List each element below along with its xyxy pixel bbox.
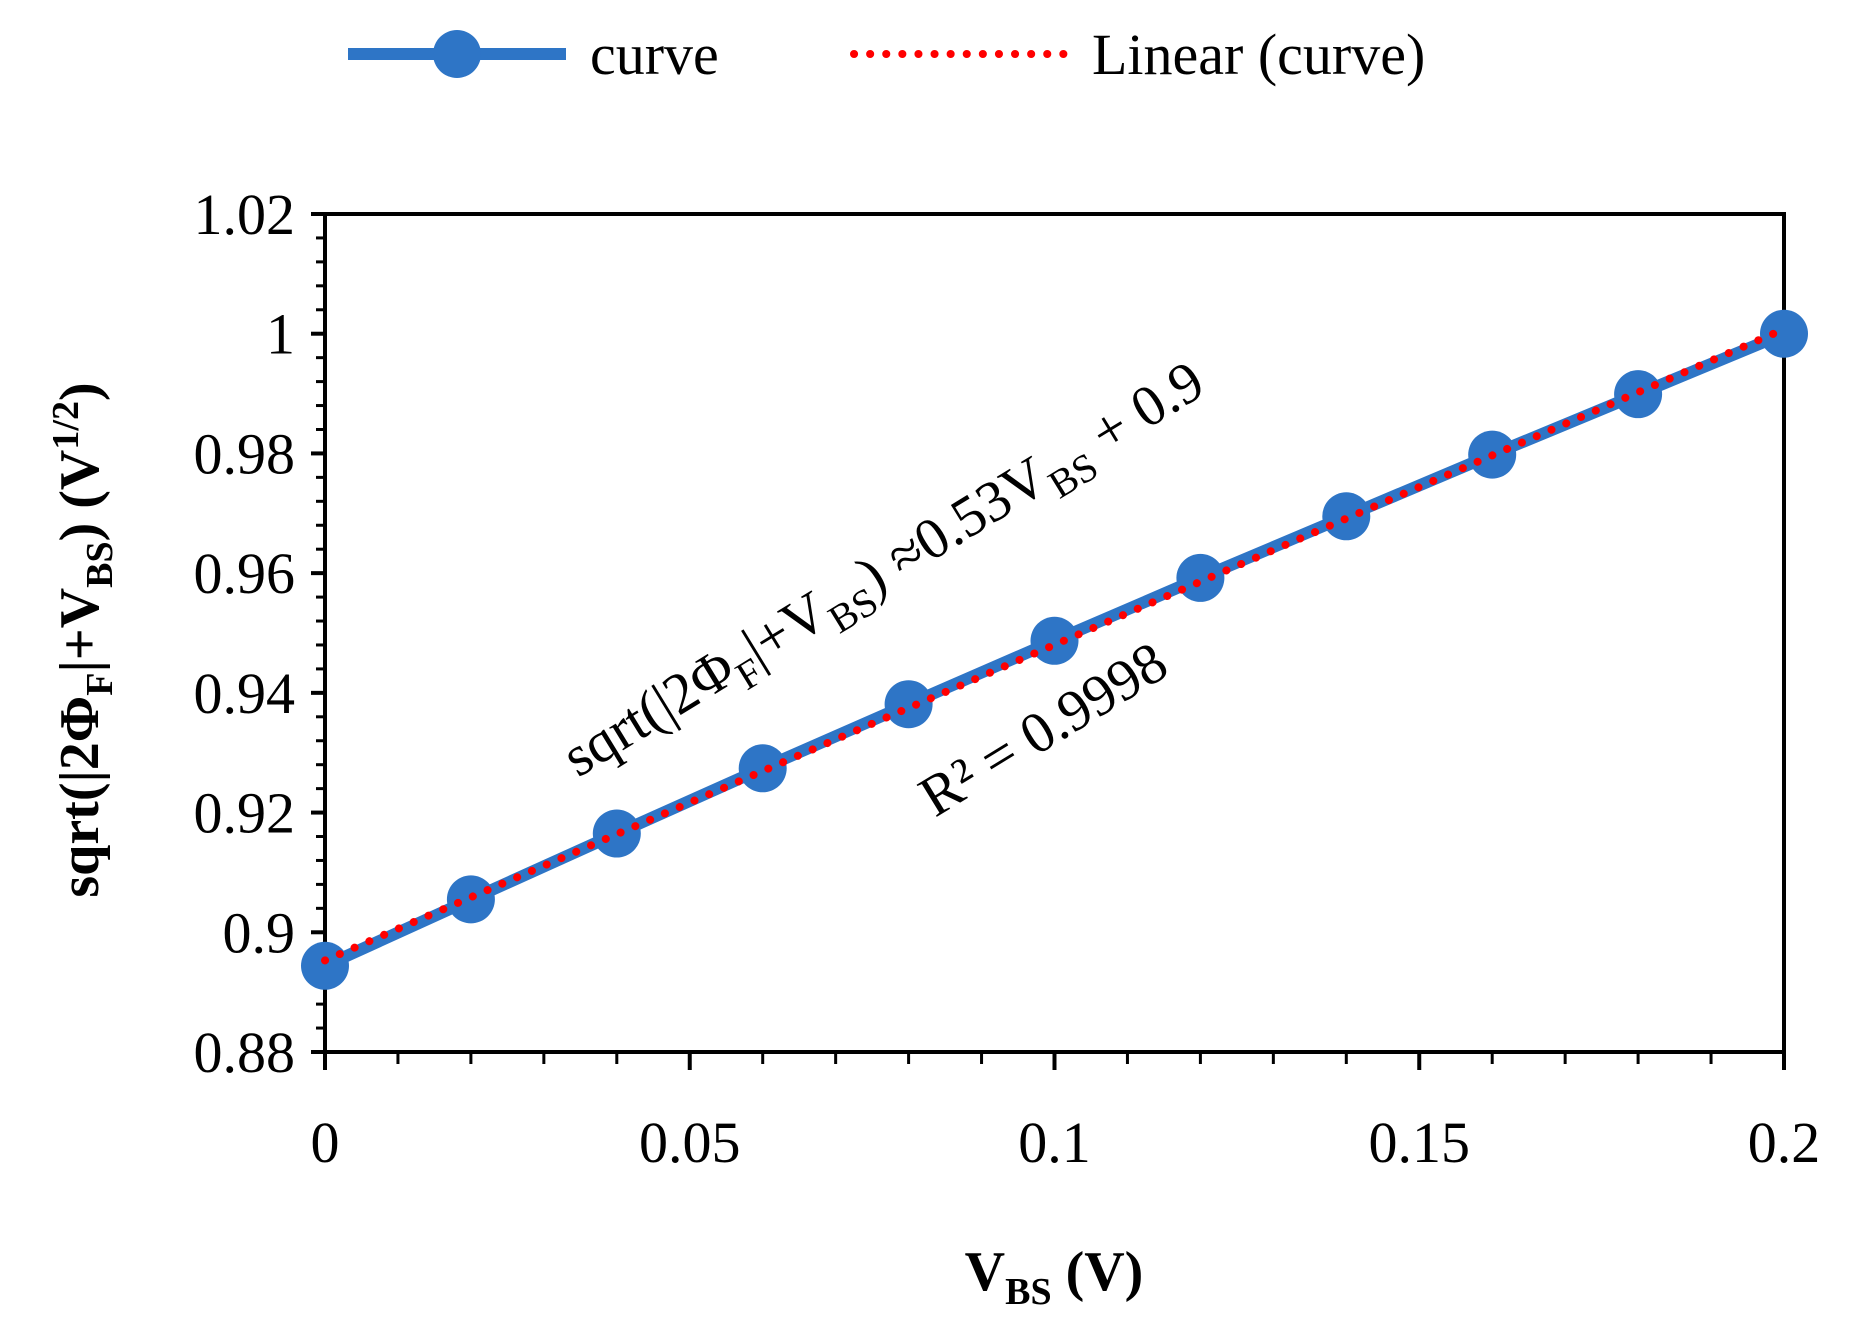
x-axis: 0 0.05 0.1 0.15 0.2 [311,1052,1821,1175]
data-point [1176,553,1225,602]
data-point [884,680,933,729]
y-tick-label: 1.02 [194,182,296,247]
y-tick-label: 0.88 [194,1020,296,1085]
y-tick-label: 0.92 [194,781,296,846]
y-axis: 0.88 0.9 0.92 0.94 0.96 0.98 1 1.02 [194,182,325,1085]
y-axis-title: sqrt(|2ΦF|+VBS) (V1/2) [45,382,121,897]
y-tick-label: 1 [266,302,295,367]
legend: curve Linear (curve) [348,22,1425,87]
trendline-line [321,325,1788,965]
y-tick-label: 0.98 [194,421,296,486]
data-point [1030,616,1079,665]
y-tick-label: 0.94 [194,661,296,726]
data-point [301,941,349,990]
x-tick-label: 0 [311,1110,340,1175]
x-tick-label: 0.15 [1369,1110,1471,1175]
legend-linear-label: Linear (curve) [1092,22,1425,87]
equation-annotation: sqrt(|2ΦF|+VBS) ≈0.53VBS + 0.9 [551,348,1220,798]
x-tick-label: 0.05 [639,1110,741,1175]
trendline [321,325,1788,965]
series-curve [301,309,1808,990]
x-tick-label: 0.1 [1018,1110,1091,1175]
data-point [738,744,787,793]
x-axis-title: VBS (V) [965,1241,1144,1313]
y-tick-label: 0.9 [223,900,296,965]
data-point [1760,309,1808,358]
legend-curve-label: curve [590,22,719,87]
y-tick-label: 0.96 [194,541,296,606]
x-tick-label: 0.2 [1748,1110,1821,1175]
legend-curve-marker [433,30,481,78]
